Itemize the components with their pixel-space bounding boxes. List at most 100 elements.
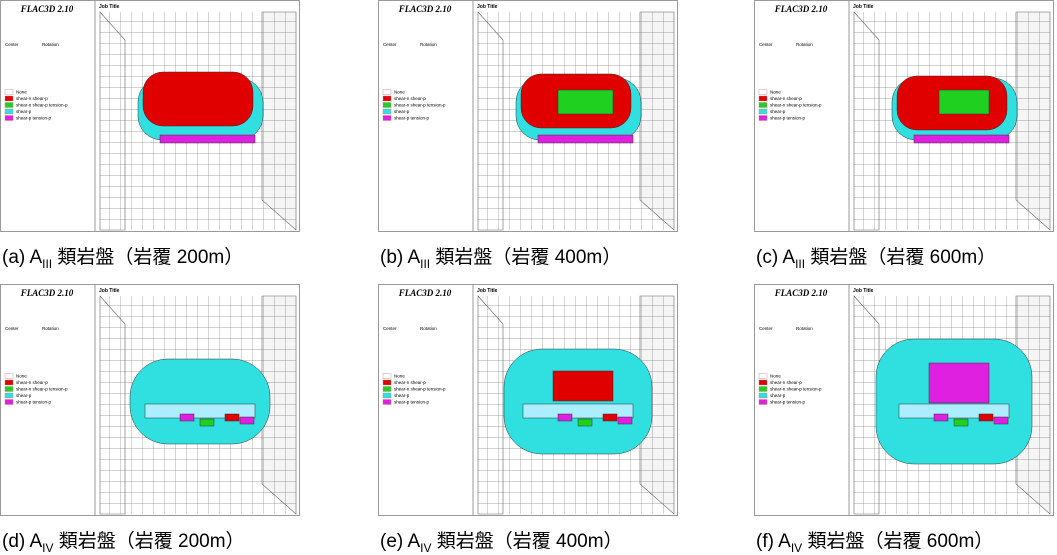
zone <box>578 419 592 426</box>
caption: (b) AIII 類岩盤（岩覆 400m） <box>380 242 621 271</box>
tunnel <box>138 72 263 143</box>
software-title: FLAC3D 2.10 <box>20 4 74 14</box>
zone <box>553 371 613 401</box>
legend-label: shear-p <box>394 393 410 398</box>
legend-label: shear-p tension-p <box>770 116 806 121</box>
job-title: Job Title <box>99 288 120 294</box>
legend-swatch <box>5 90 13 95</box>
legend-label: shear-p tension-p <box>16 400 52 405</box>
legend-swatch <box>5 393 13 398</box>
legend-swatch <box>5 103 13 108</box>
zone <box>994 417 1008 424</box>
legend-label: None <box>770 90 781 95</box>
legend-swatch <box>5 109 13 114</box>
legend-swatch <box>759 116 767 121</box>
caption: (c) AIII 類岩盤（岩覆 600m） <box>756 242 996 271</box>
panel: FLAC3D 2.10Job TitleCenterRotationNonesh… <box>754 284 1056 516</box>
zone <box>143 72 253 126</box>
legend-label: shear-n shear-p <box>394 96 426 101</box>
rotation-label: Rotation <box>420 42 437 47</box>
legend-swatch <box>759 103 767 108</box>
caption-subscript: III <box>42 257 52 271</box>
zone <box>603 414 617 421</box>
caption-subscript: III <box>420 257 430 271</box>
rotation-label: Rotation <box>796 326 813 331</box>
zone <box>130 359 270 444</box>
rotation-label: Rotation <box>42 326 59 331</box>
zone <box>504 349 652 454</box>
software-title: FLAC3D 2.10 <box>774 288 828 298</box>
zone <box>939 90 989 114</box>
legend-label: shear-n shear-p <box>770 96 802 101</box>
legend-label: shear-n shear-p tension-p <box>394 103 446 108</box>
job-title: Job Title <box>477 4 498 10</box>
legend-swatch <box>5 400 13 405</box>
job-title: Job Title <box>853 288 874 294</box>
legend-swatch <box>383 387 391 392</box>
zone <box>200 419 214 426</box>
legend-swatch <box>5 380 13 385</box>
legend-label: shear-p tension-p <box>16 116 52 121</box>
tunnel <box>892 76 1017 143</box>
tunnel <box>504 349 652 454</box>
center-label: Center <box>383 326 397 331</box>
zone <box>538 135 633 143</box>
caption: (a) AIII 類岩盤（岩覆 200m） <box>2 242 243 271</box>
mesh-right <box>640 12 674 230</box>
legend-label: None <box>16 90 27 95</box>
caption-label: (e) A <box>380 531 420 552</box>
rotation-label: Rotation <box>42 42 59 47</box>
zone <box>929 363 989 403</box>
job-title: Job Title <box>99 4 120 10</box>
legend-label: None <box>394 374 405 379</box>
caption-subscript: III <box>795 257 805 271</box>
zone <box>225 414 239 421</box>
legend-label: None <box>394 90 405 95</box>
panel: FLAC3D 2.10Job TitleCenterRotationNonesh… <box>754 0 1056 232</box>
legend-swatch <box>383 103 391 108</box>
legend-label: shear-n shear-p tension-p <box>770 387 822 392</box>
legend-swatch <box>759 393 767 398</box>
legend-label: shear-p <box>394 109 410 114</box>
figure: FLAC3D 2.10Job TitleCenterRotationNonesh… <box>0 0 1057 554</box>
software-title: FLAC3D 2.10 <box>20 288 74 298</box>
screenshot: FLAC3D 2.10Job TitleCenterRotationNonesh… <box>754 0 1054 232</box>
legend-label: shear-n shear-p tension-p <box>770 103 822 108</box>
zone <box>558 90 613 114</box>
mesh-right <box>1016 12 1050 230</box>
legend-label: shear-n shear-p tension-p <box>394 387 446 392</box>
center-label: Center <box>759 326 773 331</box>
legend-swatch <box>759 374 767 379</box>
legend-label: shear-p <box>770 109 786 114</box>
legend-label: None <box>16 374 27 379</box>
screenshot: FLAC3D 2.10Job TitleCenterRotationNonesh… <box>378 0 678 232</box>
job-title: Job Title <box>477 288 498 294</box>
caption-text: 類岩盤（岩覆 400m） <box>437 531 623 552</box>
center-label: Center <box>5 42 19 47</box>
legend-label: shear-n shear-p <box>770 380 802 385</box>
tunnel <box>876 339 1032 464</box>
legend-swatch <box>5 387 13 392</box>
caption-text: 類岩盤（岩覆 600m） <box>810 247 996 268</box>
legend-swatch <box>759 90 767 95</box>
zone <box>914 135 1009 143</box>
legend-swatch <box>383 90 391 95</box>
caption-text: 類岩盤（岩覆 600m） <box>807 531 993 552</box>
center-label: Center <box>759 42 773 47</box>
zone <box>180 414 194 421</box>
legend-label: shear-n shear-p <box>16 380 48 385</box>
caption: (f) AIV 類岩盤（岩覆 600m） <box>756 526 993 555</box>
legend-label: shear-p <box>770 393 786 398</box>
zone <box>558 414 572 421</box>
legend-swatch <box>383 400 391 405</box>
caption-label: (a) A <box>2 247 42 268</box>
caption: (d) AIV 類岩盤（岩覆 200m） <box>2 526 245 555</box>
caption-text: 類岩盤（岩覆 200m） <box>59 531 245 552</box>
rotation-label: Rotation <box>420 326 437 331</box>
legend-swatch <box>5 96 13 101</box>
legend-swatch <box>383 393 391 398</box>
tunnel <box>516 74 641 143</box>
legend-swatch <box>759 400 767 405</box>
rotation-label: Rotation <box>796 42 813 47</box>
